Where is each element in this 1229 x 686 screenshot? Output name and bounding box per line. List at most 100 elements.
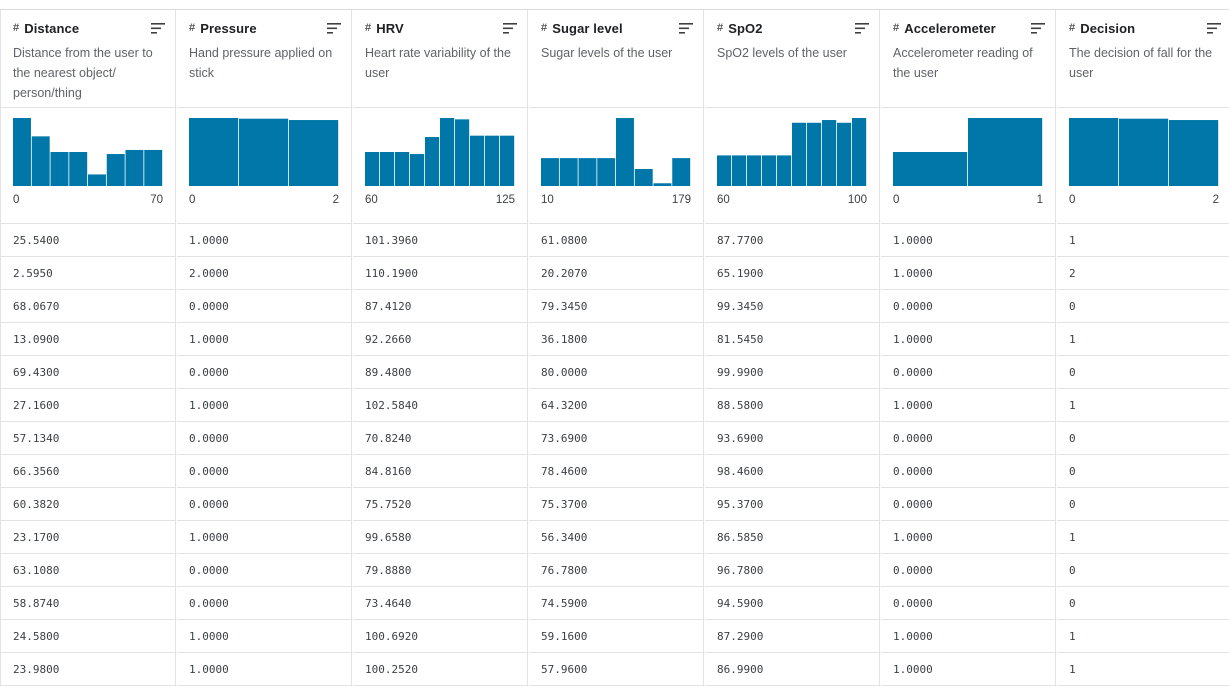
table-cell[interactable]: 0 bbox=[1057, 290, 1229, 323]
column-header[interactable]: # Decision The decision of fall for the us… bbox=[1057, 10, 1229, 108]
histogram-bar[interactable] bbox=[69, 152, 88, 186]
table-cell[interactable]: 73.6900 bbox=[529, 422, 703, 455]
histogram-bar[interactable] bbox=[837, 122, 852, 186]
table-cell[interactable]: 58.8740 bbox=[1, 587, 175, 620]
histogram-bar[interactable] bbox=[500, 135, 515, 186]
table-cell[interactable]: 1 bbox=[1057, 653, 1229, 686]
table-cell[interactable]: 1 bbox=[1057, 521, 1229, 554]
column-header[interactable]: # Pressure Hand pressure applied on stick bbox=[177, 10, 351, 108]
table-cell[interactable]: 1.0000 bbox=[177, 389, 351, 422]
table-cell[interactable]: 84.8160 bbox=[353, 455, 527, 488]
histogram-bar[interactable] bbox=[1169, 120, 1219, 186]
table-cell[interactable]: 0.0000 bbox=[177, 554, 351, 587]
table-cell[interactable]: 0.0000 bbox=[177, 488, 351, 521]
table-cell[interactable]: 79.3450 bbox=[529, 290, 703, 323]
table-cell[interactable]: 0.0000 bbox=[177, 356, 351, 389]
histogram-bar[interactable] bbox=[425, 137, 440, 186]
table-cell[interactable]: 0.0000 bbox=[177, 290, 351, 323]
histogram-bar[interactable] bbox=[559, 158, 578, 186]
column-header[interactable]: # SpO2 SpO2 levels of the user bbox=[705, 10, 879, 108]
table-cell[interactable]: 57.1340 bbox=[1, 422, 175, 455]
histogram-bar[interactable] bbox=[289, 120, 339, 186]
table-cell[interactable]: 0.0000 bbox=[881, 587, 1055, 620]
table-cell[interactable]: 2.0000 bbox=[177, 257, 351, 290]
table-cell[interactable]: 1.0000 bbox=[177, 521, 351, 554]
table-cell[interactable]: 23.1700 bbox=[1, 521, 175, 554]
histogram-bar[interactable] bbox=[717, 155, 732, 186]
table-cell[interactable]: 102.5840 bbox=[353, 389, 527, 422]
table-cell[interactable]: 0.0000 bbox=[881, 455, 1055, 488]
histogram-bar[interactable] bbox=[747, 155, 762, 186]
table-cell[interactable]: 0 bbox=[1057, 587, 1229, 620]
histogram-bar[interactable] bbox=[852, 118, 867, 186]
table-cell[interactable]: 76.7800 bbox=[529, 554, 703, 587]
histogram-bar[interactable] bbox=[634, 169, 653, 186]
table-cell[interactable]: 1 bbox=[1057, 224, 1229, 257]
table-cell[interactable]: 68.0670 bbox=[1, 290, 175, 323]
table-cell[interactable]: 78.4600 bbox=[529, 455, 703, 488]
table-cell[interactable]: 81.5450 bbox=[705, 323, 879, 356]
table-cell[interactable]: 100.6920 bbox=[353, 620, 527, 653]
table-cell[interactable]: 75.7520 bbox=[353, 488, 527, 521]
histogram-bar[interactable] bbox=[485, 135, 500, 186]
table-cell[interactable]: 98.4600 bbox=[705, 455, 879, 488]
table-cell[interactable]: 95.3700 bbox=[705, 488, 879, 521]
table-cell[interactable]: 93.6900 bbox=[705, 422, 879, 455]
table-cell[interactable]: 0 bbox=[1057, 356, 1229, 389]
table-cell[interactable]: 56.3400 bbox=[529, 521, 703, 554]
table-cell[interactable]: 1 bbox=[1057, 389, 1229, 422]
table-cell[interactable]: 86.9900 bbox=[705, 653, 879, 686]
table-cell[interactable]: 27.1600 bbox=[1, 389, 175, 422]
table-cell[interactable]: 1.0000 bbox=[881, 257, 1055, 290]
table-cell[interactable]: 100.2520 bbox=[353, 653, 527, 686]
histogram-bar[interactable] bbox=[616, 118, 634, 186]
table-cell[interactable]: 1.0000 bbox=[177, 620, 351, 653]
histogram-bar[interactable] bbox=[106, 154, 125, 186]
table-cell[interactable]: 86.5850 bbox=[705, 521, 879, 554]
histogram-bar[interactable] bbox=[144, 149, 163, 186]
table-cell[interactable]: 0.0000 bbox=[881, 290, 1055, 323]
table-cell[interactable]: 89.4800 bbox=[353, 356, 527, 389]
histogram-bar[interactable] bbox=[395, 152, 410, 186]
table-cell[interactable]: 92.2660 bbox=[353, 323, 527, 356]
histogram-bar[interactable] bbox=[732, 155, 747, 186]
table-cell[interactable]: 0.0000 bbox=[881, 488, 1055, 521]
table-cell[interactable]: 63.1080 bbox=[1, 554, 175, 587]
histogram-bar[interactable] bbox=[762, 155, 777, 186]
table-cell[interactable]: 99.6580 bbox=[353, 521, 527, 554]
table-cell[interactable]: 0.0000 bbox=[177, 455, 351, 488]
histogram-bar[interactable] bbox=[777, 155, 792, 186]
sort-icon[interactable] bbox=[149, 21, 165, 35]
histogram-bar[interactable] bbox=[365, 152, 380, 186]
table-cell[interactable]: 1.0000 bbox=[881, 620, 1055, 653]
table-cell[interactable]: 69.4300 bbox=[1, 356, 175, 389]
histogram-bar[interactable] bbox=[807, 122, 822, 186]
histogram-bar[interactable] bbox=[653, 183, 672, 186]
table-cell[interactable]: 0 bbox=[1057, 554, 1229, 587]
table-cell[interactable]: 87.4120 bbox=[353, 290, 527, 323]
table-cell[interactable]: 87.2900 bbox=[705, 620, 879, 653]
table-cell[interactable]: 1.0000 bbox=[881, 521, 1055, 554]
histogram-bar[interactable] bbox=[189, 118, 239, 186]
histogram-bar[interactable] bbox=[893, 152, 968, 186]
sort-icon[interactable] bbox=[1029, 21, 1045, 35]
table-cell[interactable]: 1.0000 bbox=[881, 653, 1055, 686]
histogram-bar[interactable] bbox=[792, 122, 807, 186]
histogram-bar[interactable] bbox=[380, 152, 395, 186]
table-cell[interactable]: 60.3820 bbox=[1, 488, 175, 521]
sort-icon[interactable] bbox=[853, 21, 869, 35]
table-cell[interactable]: 24.5800 bbox=[1, 620, 175, 653]
histogram-bar[interactable] bbox=[578, 158, 597, 186]
table-cell[interactable]: 0.0000 bbox=[881, 554, 1055, 587]
sort-icon[interactable] bbox=[1205, 21, 1221, 35]
column-header[interactable]: # HRV Heart rate variability of the user bbox=[353, 10, 527, 108]
table-cell[interactable]: 1 bbox=[1057, 620, 1229, 653]
histogram-bar[interactable] bbox=[440, 118, 455, 186]
histogram-bar[interactable] bbox=[410, 154, 425, 186]
column-header[interactable]: # Sugar level Sugar levels of the user bbox=[529, 10, 703, 108]
table-cell[interactable]: 61.0800 bbox=[529, 224, 703, 257]
table-cell[interactable]: 0 bbox=[1057, 488, 1229, 521]
table-cell[interactable]: 13.0900 bbox=[1, 323, 175, 356]
table-cell[interactable]: 87.7700 bbox=[705, 224, 879, 257]
histogram-bar[interactable] bbox=[50, 152, 69, 186]
